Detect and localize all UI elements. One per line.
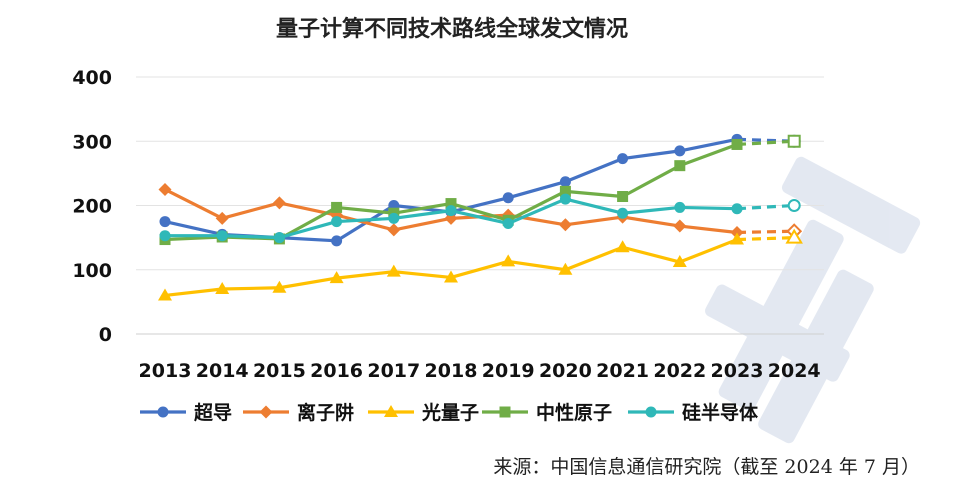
data-point bbox=[387, 223, 401, 237]
series-line bbox=[164, 137, 738, 243]
data-point bbox=[215, 211, 229, 225]
y-tick-label: 0 bbox=[99, 324, 112, 346]
series-group bbox=[158, 133, 803, 301]
data-point bbox=[216, 230, 228, 242]
series-line bbox=[164, 238, 738, 298]
chart-title: 量子计算不同技术路线全球发文情况 bbox=[276, 16, 628, 42]
data-point bbox=[731, 138, 743, 150]
data-point bbox=[272, 280, 287, 293]
legend-label: 离子阱 bbox=[297, 401, 354, 424]
data-point bbox=[158, 288, 172, 301]
y-tick-label: 400 bbox=[72, 67, 112, 89]
y-tick-label: 200 bbox=[72, 196, 112, 218]
x-tick-label: 2016 bbox=[310, 360, 363, 382]
data-point bbox=[329, 271, 344, 284]
data-point bbox=[331, 201, 343, 213]
legend: 超导 离子阱 光量子 中性原子 硅半导体 bbox=[140, 401, 759, 424]
data-point bbox=[331, 216, 343, 228]
data-point bbox=[159, 216, 171, 228]
data-point bbox=[444, 270, 458, 283]
data-point bbox=[388, 212, 400, 224]
series-line bbox=[164, 142, 738, 242]
series-projection-line bbox=[736, 236, 795, 242]
data-point bbox=[444, 211, 458, 225]
x-tick-label: 2022 bbox=[653, 360, 706, 382]
data-point bbox=[558, 218, 572, 232]
source-note: 来源：中国信息通信研究院（截至 2024 年 7 月） bbox=[493, 456, 920, 478]
legend-marker bbox=[259, 405, 273, 419]
data-point bbox=[674, 201, 686, 213]
legend-marker bbox=[645, 406, 657, 418]
y-tick-label: 100 bbox=[72, 260, 112, 282]
data-point bbox=[731, 203, 743, 215]
data-point bbox=[215, 282, 230, 295]
data-point bbox=[445, 205, 457, 217]
data-point bbox=[787, 199, 801, 212]
data-point bbox=[559, 176, 571, 188]
data-point bbox=[159, 230, 171, 242]
data-point bbox=[615, 240, 630, 253]
x-axis-ticks: 2013 2014 2015 2016 2017 2018 2019 2020 2021 2022… bbox=[139, 360, 821, 382]
data-point bbox=[674, 160, 686, 172]
x-tick-label: 2013 bbox=[139, 360, 192, 382]
data-point bbox=[445, 198, 457, 210]
data-point bbox=[502, 192, 514, 204]
legend-item: 超导 bbox=[140, 401, 232, 424]
legend-item: 中性原子 bbox=[482, 401, 612, 424]
y-axis-ticks: 0 100 200 300 400 bbox=[72, 67, 112, 346]
data-point bbox=[617, 207, 629, 219]
legend-marker bbox=[499, 406, 511, 418]
series-1 bbox=[158, 182, 803, 240]
x-tick-label: 2023 bbox=[711, 360, 764, 382]
x-tick-label: 2019 bbox=[482, 360, 535, 382]
data-point bbox=[617, 191, 629, 203]
x-tick-label: 2018 bbox=[425, 360, 478, 382]
data-point bbox=[501, 254, 516, 267]
x-tick-label: 2015 bbox=[253, 360, 306, 382]
legend-item: 硅半导体 bbox=[628, 401, 759, 424]
data-point bbox=[730, 232, 744, 245]
legend-label: 光量子 bbox=[421, 401, 479, 424]
x-tick-label: 2017 bbox=[367, 360, 420, 382]
x-tick-label: 2020 bbox=[539, 360, 592, 382]
legend-item: 离子阱 bbox=[243, 401, 354, 424]
data-point bbox=[617, 153, 629, 165]
x-tick-label: 2024 bbox=[768, 360, 821, 382]
data-point bbox=[673, 219, 687, 233]
x-tick-label: 2021 bbox=[596, 360, 649, 382]
legend-label: 超导 bbox=[193, 401, 232, 424]
series-projection-line bbox=[736, 139, 795, 147]
series-projection-line bbox=[736, 203, 795, 211]
data-point bbox=[502, 217, 514, 229]
data-point bbox=[158, 182, 172, 196]
data-point bbox=[559, 185, 571, 197]
legend-label: 硅半导体 bbox=[682, 401, 759, 424]
y-tick-label: 300 bbox=[72, 131, 112, 153]
series-2 bbox=[158, 228, 803, 301]
data-point bbox=[273, 232, 285, 244]
legend-item: 光量子 bbox=[368, 401, 479, 424]
data-point bbox=[730, 225, 744, 239]
legend-marker bbox=[384, 405, 398, 417]
data-point bbox=[558, 262, 573, 275]
legend-label: 中性原子 bbox=[536, 401, 612, 424]
data-point bbox=[386, 264, 401, 277]
x-tick-label: 2014 bbox=[196, 360, 249, 382]
data-point bbox=[674, 145, 686, 157]
data-point bbox=[787, 134, 801, 148]
series-projection-line bbox=[736, 229, 795, 235]
data-point bbox=[559, 193, 571, 205]
series-4 bbox=[159, 193, 801, 244]
data-point bbox=[672, 255, 687, 268]
data-point bbox=[331, 235, 343, 247]
legend-marker bbox=[157, 406, 169, 418]
data-point bbox=[272, 196, 286, 210]
data-point bbox=[785, 228, 803, 244]
